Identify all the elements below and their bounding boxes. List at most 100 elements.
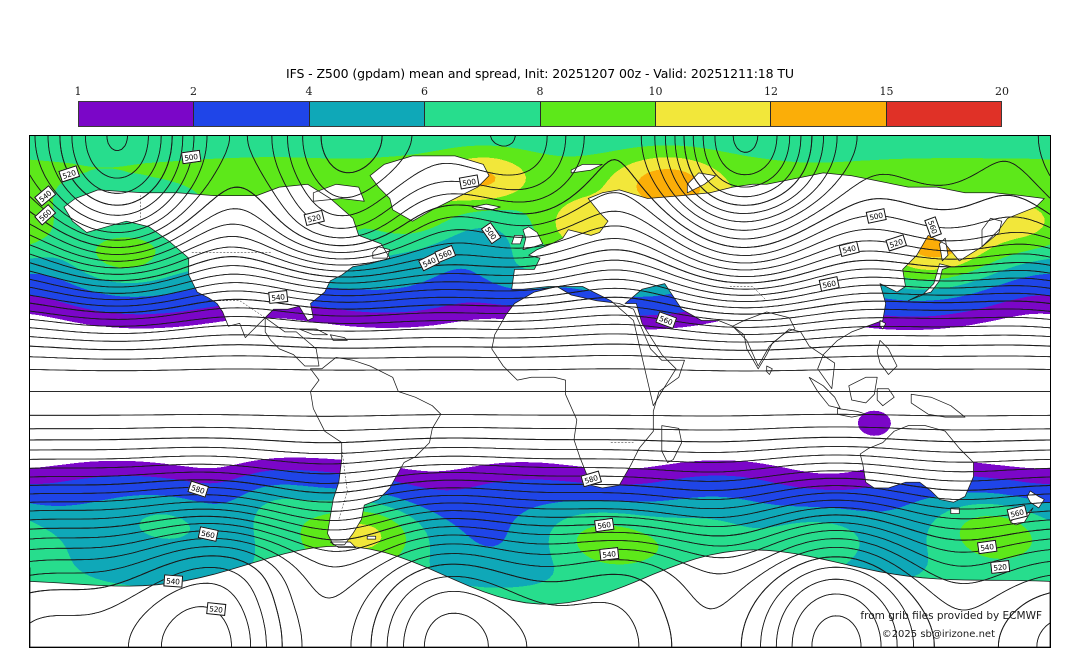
colorbar xyxy=(78,101,1002,127)
coast-hispaniola xyxy=(329,334,348,341)
land-sulawesi xyxy=(877,388,895,406)
land-japan xyxy=(908,263,951,301)
map-frame[interactable]: 520 500 540 560 520 500 540 560 500 540 560 500 520 5… xyxy=(29,135,1051,648)
coast-falkland xyxy=(366,535,377,540)
colorbar-tick-1: 1 xyxy=(74,85,82,98)
land-kamchatka xyxy=(982,218,1002,247)
coast-africa xyxy=(491,286,685,489)
coast-greenland xyxy=(369,155,490,222)
coast-philippines xyxy=(876,340,898,375)
border-line-3 xyxy=(338,448,348,520)
land-falkland xyxy=(367,536,376,540)
coast-java xyxy=(837,408,867,418)
colorbar-segment-4-6 xyxy=(309,102,426,126)
colorbar-tick-8: 8 xyxy=(536,85,544,98)
contour-532 xyxy=(30,225,1050,568)
contour-540 xyxy=(30,249,1050,541)
map-canvas xyxy=(30,136,1050,647)
contour-label: 540 xyxy=(599,547,619,561)
contour-label: 520 xyxy=(206,602,226,616)
contour-564 xyxy=(30,305,1050,484)
land-iceland xyxy=(472,204,501,210)
data-source-credit: from grib files provided by ECMWF xyxy=(860,610,1042,622)
contour-492 xyxy=(85,136,791,188)
coast-cuba xyxy=(298,328,328,336)
coast-baffin xyxy=(312,183,365,202)
contour-556 xyxy=(30,287,1050,503)
coast-novaya xyxy=(686,172,717,194)
colorbar-tick-12: 12 xyxy=(764,85,778,98)
coast-sri-lanka xyxy=(766,365,773,375)
colorbar-container: 1 2 4 6 8 10 12 15 20 xyxy=(75,85,1009,127)
contour-488 xyxy=(106,136,778,176)
land-taiwan xyxy=(880,320,886,329)
contour-label: 540 xyxy=(163,574,183,588)
contour-508 xyxy=(34,136,882,647)
land-borneo xyxy=(848,377,878,403)
coast-new-zealand-n xyxy=(1026,490,1045,509)
coast-tasmania xyxy=(950,507,960,514)
coastlines xyxy=(30,155,1050,647)
land-australia xyxy=(860,425,974,503)
colorbar-tick-6: 6 xyxy=(421,85,428,98)
land-new-zealand-s xyxy=(1010,507,1033,525)
colorbar-tick-labels: 1 2 4 6 8 10 12 15 20 xyxy=(74,85,1010,99)
coast-australia xyxy=(859,425,974,503)
contour-524 xyxy=(30,192,1050,647)
coast-taiwan xyxy=(879,320,887,330)
contour-label: 520 xyxy=(990,560,1010,574)
contour-label: 500 xyxy=(180,149,202,165)
land-europe-asia xyxy=(511,172,1045,406)
contour-520 xyxy=(30,159,1050,647)
colorbar-segment-12-15 xyxy=(771,102,887,126)
colorbar-tick-15: 15 xyxy=(879,85,894,98)
colorbar-segment-1-2 xyxy=(79,102,195,126)
land-cuba xyxy=(299,329,328,335)
coast-south-america xyxy=(310,357,442,546)
contour-504 xyxy=(47,136,862,647)
contour-536 xyxy=(30,238,1050,553)
coast-new-guinea xyxy=(910,393,966,418)
border-line-5 xyxy=(729,286,767,301)
page-title: IFS - Z500 (gpdam) mean and spread, Init… xyxy=(286,66,794,81)
colorbar-segment-8-10 xyxy=(540,102,656,126)
colorbar-tick-20: 20 xyxy=(995,85,1009,98)
land-greenland xyxy=(370,155,489,222)
coast-sakhalin xyxy=(939,237,949,262)
contour-552 xyxy=(30,278,1050,512)
contour-572 xyxy=(30,323,1050,465)
coast-europe-asia xyxy=(511,172,1045,407)
contour-496 xyxy=(71,136,802,198)
land-uk xyxy=(523,226,543,250)
land-madagascar xyxy=(661,425,682,463)
colorbar-tick-2: 2 xyxy=(190,85,197,98)
land-africa xyxy=(491,286,685,488)
contour-584 xyxy=(30,355,1050,431)
contour-512 xyxy=(30,136,1050,647)
contour-528 xyxy=(30,210,1050,599)
land-antarctica xyxy=(30,546,1050,647)
contour-484 xyxy=(732,136,759,153)
coast-tierra xyxy=(329,541,357,548)
contour-label: 540 xyxy=(976,539,998,555)
contour-576 xyxy=(30,333,1050,454)
contour-580 xyxy=(30,343,1050,444)
colorbar-tick-10: 10 xyxy=(648,85,663,98)
contour-588 xyxy=(30,368,1050,417)
coast-japan xyxy=(907,263,952,302)
colorbar-segment-10-12 xyxy=(655,102,772,126)
colorbar-segment-15-20 xyxy=(886,102,1001,126)
coast-newfoundland xyxy=(372,246,391,259)
colorbar-tick-4: 4 xyxy=(305,85,313,98)
coast-sulawesi xyxy=(876,388,895,407)
coast-antarctica xyxy=(30,545,1050,647)
coast-svalbard xyxy=(570,164,603,174)
land-sumatra xyxy=(809,377,841,409)
colorbar-segment-6-8 xyxy=(425,102,541,126)
land-newfoundland xyxy=(372,246,390,259)
coast-borneo xyxy=(848,376,878,404)
coast-iceland xyxy=(471,203,501,211)
contour-label: 560 xyxy=(593,517,615,533)
geopotential-contours-overlay xyxy=(30,136,1050,647)
